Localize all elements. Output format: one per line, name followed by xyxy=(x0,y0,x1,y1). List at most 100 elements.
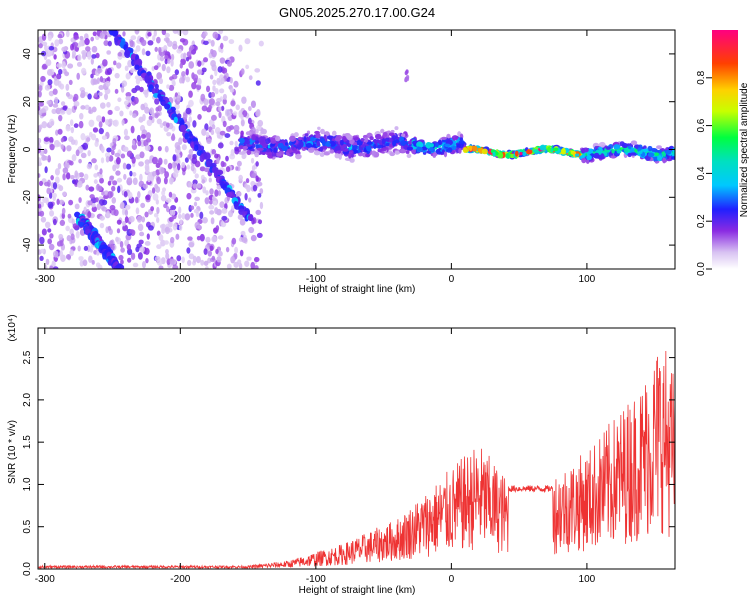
heatmap-cell xyxy=(405,150,410,154)
heatmap-cell xyxy=(52,250,59,258)
heatmap-cell xyxy=(141,48,146,56)
heatmap-cell xyxy=(44,84,51,91)
heatmap-cell xyxy=(73,34,80,40)
heatmap-cell xyxy=(111,145,116,151)
heatmap-cell xyxy=(662,152,666,157)
snr-frame xyxy=(37,327,676,570)
heatmap-cell xyxy=(216,131,221,139)
snr-ytick-label: 0.0 xyxy=(22,562,33,576)
heatmap-cell xyxy=(168,220,173,228)
snr-panel: -300 -200 -100 0 100 0.0 0.5 1.0 1.5 2.0 2.5 Heigh… xyxy=(7,314,676,596)
heatmap-cell xyxy=(188,241,195,248)
heatmap-cell xyxy=(217,66,223,73)
heatmap-cell xyxy=(50,175,54,181)
heatmap-cell xyxy=(209,188,214,196)
heatmap-cell xyxy=(74,170,79,178)
heatmap-cell xyxy=(176,145,181,151)
heatmap-cell xyxy=(69,119,74,126)
heatmap-cell xyxy=(96,67,103,74)
heatmap-cell xyxy=(177,213,182,220)
heatmap-cell xyxy=(68,79,73,86)
heatmap-cell xyxy=(219,201,225,208)
heatmap-cell xyxy=(151,187,156,194)
heatmap-cell xyxy=(593,152,600,159)
heatmap-cell xyxy=(109,204,116,211)
heatmap-cell xyxy=(144,145,151,151)
heatmap-cell xyxy=(240,68,245,75)
heatmap-cell xyxy=(277,142,284,149)
heatmap-cell xyxy=(70,43,75,51)
heatmap-cell xyxy=(102,59,108,67)
heatmap-cell xyxy=(257,119,264,127)
heatmap-cell xyxy=(254,265,259,269)
heatmap-cell xyxy=(232,111,238,116)
heatmap-cell xyxy=(214,33,218,39)
heatmap-cell xyxy=(656,145,662,150)
heatmap-cell xyxy=(89,245,94,253)
heatmap-cell xyxy=(162,187,167,192)
heatmap-cell xyxy=(233,80,239,88)
heatmap-cell xyxy=(93,92,98,98)
heatmap-cell xyxy=(157,145,162,152)
heatmap-cell xyxy=(66,145,72,152)
heatmap-cell xyxy=(220,77,225,85)
heatmap-cell xyxy=(211,149,217,155)
heatmap-cell xyxy=(190,164,195,172)
snr-ytick-label: 1.0 xyxy=(22,477,33,491)
heatmap-cell xyxy=(226,263,232,269)
heatmap-cell xyxy=(92,31,97,37)
heatmap-cell xyxy=(229,77,233,84)
heatmap-cell xyxy=(214,189,219,197)
heatmap-cell xyxy=(96,77,100,84)
heatmap-cell xyxy=(73,123,79,129)
heatmap-cell xyxy=(610,155,617,159)
heatmap-cell xyxy=(78,256,84,261)
heatmap-cell xyxy=(133,96,139,105)
heatmap-cell xyxy=(365,144,372,151)
heatmap-cell xyxy=(117,97,122,103)
heatmap-cell xyxy=(101,135,108,140)
heatmap-cell xyxy=(65,225,70,232)
heatmap-cell xyxy=(83,245,89,252)
heatmap-cell xyxy=(220,42,224,50)
heatmap-cell xyxy=(172,222,178,231)
heatmap-cell xyxy=(297,136,303,141)
heatmap-cell xyxy=(244,138,251,145)
heatmap-cell xyxy=(169,258,175,265)
heatmap-cell xyxy=(371,150,377,156)
heatmap-cell xyxy=(81,39,86,47)
heatmap-cell xyxy=(377,145,382,149)
heatmap-cell xyxy=(186,192,192,200)
heatmap-cell xyxy=(247,214,254,221)
heatmap-cell xyxy=(184,213,191,221)
heatmap-cell xyxy=(164,103,171,110)
heatmap-cell xyxy=(160,239,166,247)
heatmap-cell xyxy=(121,80,128,87)
heatmap-cell xyxy=(61,46,67,52)
heatmap-cell xyxy=(145,132,151,140)
heatmap-cell xyxy=(117,52,123,57)
heatmap-cell xyxy=(234,246,239,254)
heatmap-cell xyxy=(585,159,590,165)
heatmap-cell xyxy=(225,166,231,173)
heatmap-cell xyxy=(200,259,205,266)
heatmap-cell xyxy=(48,192,53,199)
heatmap-cell xyxy=(163,177,168,185)
heatmap-cell xyxy=(114,152,121,158)
heatmap-cell xyxy=(87,244,91,253)
heatmap-cell xyxy=(168,216,174,222)
heatmap-cell xyxy=(77,54,82,62)
heatmap-cell xyxy=(240,119,245,127)
heatmap-cell xyxy=(106,50,112,55)
heatmap-cell xyxy=(142,89,149,95)
heatmap-cell xyxy=(40,216,47,223)
heatmap-cell xyxy=(647,152,655,158)
heatmap-cell xyxy=(222,120,227,128)
heatmap-cell xyxy=(42,155,49,161)
heatmap-cell xyxy=(250,261,256,269)
heatmap-cell xyxy=(158,265,164,269)
heatmap-cell xyxy=(432,153,437,158)
heatmap-cell xyxy=(131,113,137,119)
heatmap-cell xyxy=(654,152,660,157)
heatmap-cell xyxy=(163,37,170,42)
